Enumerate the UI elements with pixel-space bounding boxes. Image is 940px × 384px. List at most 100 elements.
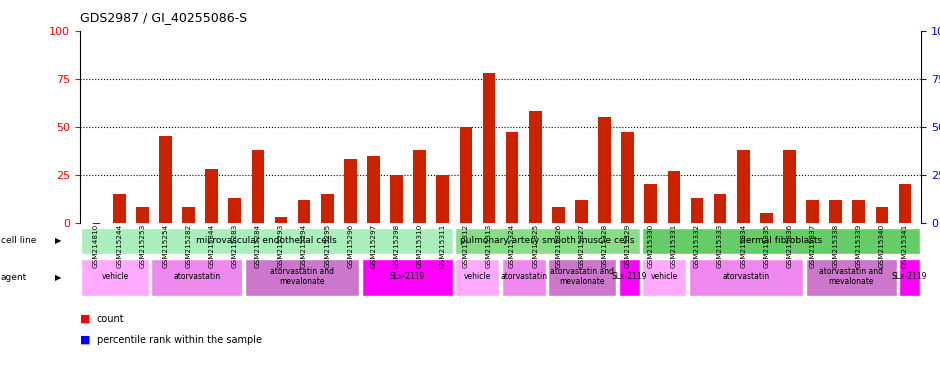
Bar xyxy=(228,198,242,223)
Text: ▶: ▶ xyxy=(55,237,61,245)
Point xyxy=(412,133,427,139)
Bar xyxy=(182,207,195,223)
Text: vehicle: vehicle xyxy=(650,272,678,281)
Point xyxy=(134,168,149,174)
Point xyxy=(250,129,265,136)
Bar xyxy=(737,150,749,223)
Text: atorvastatin and
mevalonate: atorvastatin and mevalonate xyxy=(270,267,334,286)
Point xyxy=(389,168,404,174)
Bar xyxy=(619,259,639,296)
Bar xyxy=(151,259,243,296)
Text: vehicle: vehicle xyxy=(463,272,491,281)
Bar xyxy=(321,194,334,223)
Text: atorvastatin: atorvastatin xyxy=(722,272,770,281)
Bar xyxy=(390,175,403,223)
Bar xyxy=(244,259,359,296)
Bar xyxy=(502,259,546,296)
Point xyxy=(759,129,774,136)
Text: atorvastatin: atorvastatin xyxy=(173,272,220,281)
Text: dermal fibroblasts: dermal fibroblasts xyxy=(740,236,822,245)
Bar xyxy=(159,136,172,223)
Point xyxy=(597,95,612,101)
Bar xyxy=(548,259,617,296)
Point xyxy=(689,145,704,151)
Point xyxy=(874,172,889,178)
Bar xyxy=(414,150,426,223)
Bar xyxy=(642,228,920,254)
Bar xyxy=(760,213,773,223)
Bar xyxy=(689,259,803,296)
Bar xyxy=(205,169,218,223)
Point xyxy=(435,116,450,122)
Text: agent: agent xyxy=(1,273,27,282)
Bar xyxy=(575,200,588,223)
Bar xyxy=(81,228,453,254)
Text: vehicle: vehicle xyxy=(102,272,129,281)
Bar xyxy=(853,200,865,223)
Bar xyxy=(899,184,912,223)
Point xyxy=(459,101,474,107)
Point xyxy=(481,85,496,91)
Bar xyxy=(506,132,519,223)
Bar xyxy=(252,150,264,223)
Bar xyxy=(645,184,657,223)
Bar xyxy=(274,217,288,223)
Point xyxy=(88,220,103,226)
Bar xyxy=(807,200,819,223)
Text: ■: ■ xyxy=(80,314,90,324)
Bar xyxy=(691,198,703,223)
Bar xyxy=(642,259,686,296)
Text: count: count xyxy=(97,314,124,324)
Text: ▶: ▶ xyxy=(55,273,61,282)
Point xyxy=(828,156,843,162)
Text: GDS2987 / GI_40255086-S: GDS2987 / GI_40255086-S xyxy=(80,12,247,25)
Point xyxy=(505,120,520,126)
Point xyxy=(805,156,820,162)
Point xyxy=(574,170,589,176)
Point xyxy=(527,147,542,153)
Point xyxy=(852,172,867,178)
Point xyxy=(227,166,243,172)
Point xyxy=(204,110,219,116)
Bar xyxy=(829,200,842,223)
Bar xyxy=(455,259,499,296)
Point xyxy=(181,181,196,187)
Point xyxy=(620,122,635,128)
Bar xyxy=(875,207,888,223)
Text: atorvastatin and
mevalonate: atorvastatin and mevalonate xyxy=(550,267,615,286)
Bar xyxy=(436,175,449,223)
Bar xyxy=(806,259,897,296)
Bar xyxy=(362,259,453,296)
Text: microvascular endothelial cells: microvascular endothelial cells xyxy=(196,236,337,245)
Text: SLx-2119: SLx-2119 xyxy=(389,272,425,281)
Text: atorvastatin and
mevalonate: atorvastatin and mevalonate xyxy=(819,267,883,286)
Bar xyxy=(136,207,149,223)
Text: percentile rank within the sample: percentile rank within the sample xyxy=(97,335,262,345)
Bar xyxy=(552,207,565,223)
Point xyxy=(366,164,381,170)
Bar xyxy=(529,111,541,223)
Bar xyxy=(113,194,126,223)
Point xyxy=(643,143,658,149)
Point xyxy=(736,191,751,197)
Text: SLx-2119: SLx-2119 xyxy=(611,272,647,281)
Bar xyxy=(81,259,149,296)
Bar xyxy=(344,159,356,223)
Text: ■: ■ xyxy=(80,335,90,345)
Point xyxy=(551,200,566,207)
Bar xyxy=(482,73,495,223)
Bar xyxy=(368,156,380,223)
Point xyxy=(782,101,797,107)
Bar xyxy=(455,228,639,254)
Bar xyxy=(667,171,681,223)
Bar xyxy=(598,117,611,223)
Text: pulmonary artery smooth muscle cells: pulmonary artery smooth muscle cells xyxy=(460,236,634,245)
Point xyxy=(158,93,173,99)
Point xyxy=(343,120,358,126)
Bar xyxy=(460,127,472,223)
Bar xyxy=(621,132,634,223)
Bar xyxy=(298,200,310,223)
Point xyxy=(666,139,681,145)
Bar xyxy=(783,150,796,223)
Text: SLx-2119: SLx-2119 xyxy=(892,272,927,281)
